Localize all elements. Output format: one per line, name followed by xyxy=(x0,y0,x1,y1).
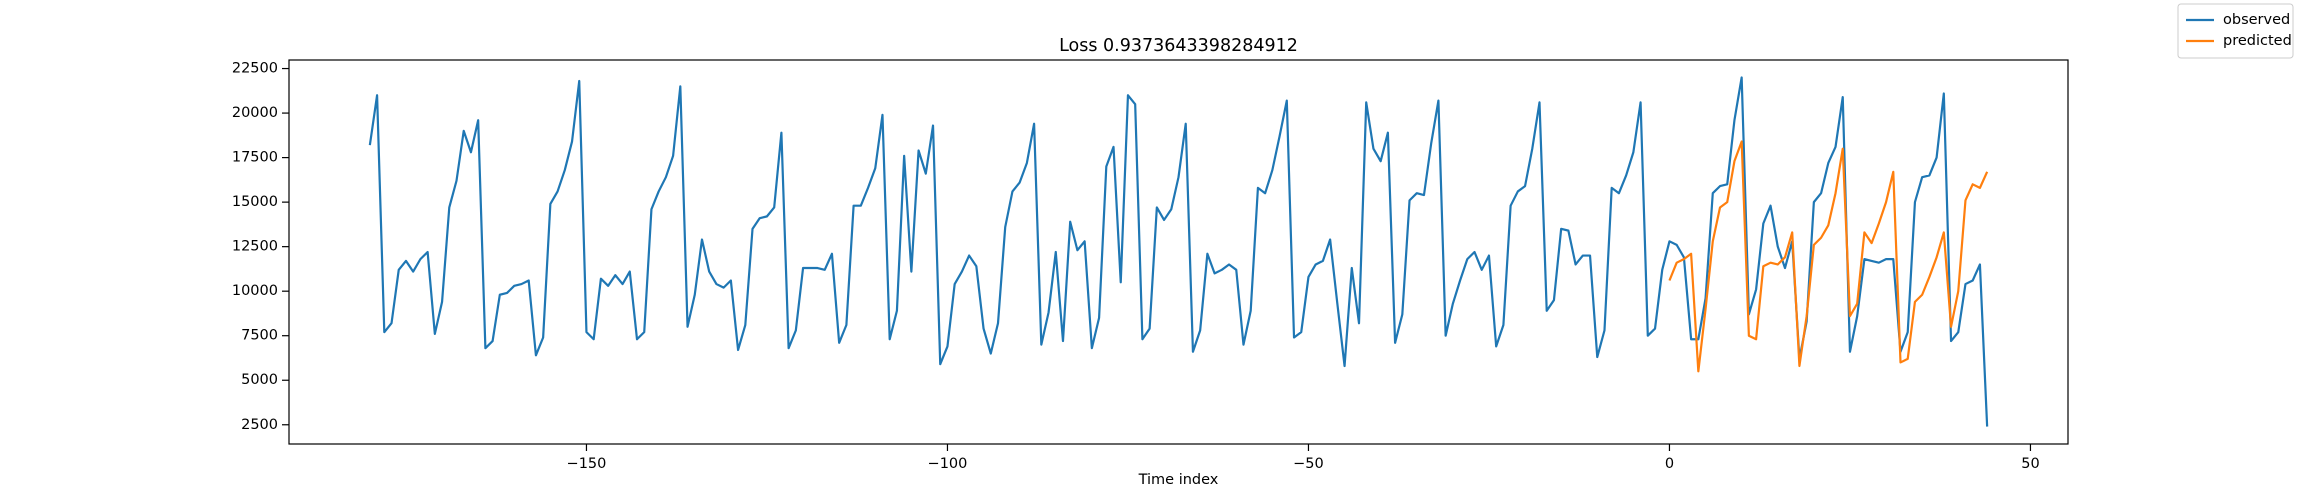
legend-label: predicted xyxy=(2223,33,2292,49)
chart-title: Loss 0.9373643398284912 xyxy=(1059,36,1298,56)
data-line xyxy=(368,76,1989,427)
legend-label: observed xyxy=(2223,12,2290,28)
y-tick-label: 2500 xyxy=(241,417,278,433)
legend-box xyxy=(2177,3,2294,59)
y-tick-label: 5000 xyxy=(241,372,278,388)
y-tick-label: 15000 xyxy=(232,194,278,210)
x-tick-label: −100 xyxy=(928,456,968,472)
x-tick-label: 0 xyxy=(1665,456,1674,472)
y-tick-label: 17500 xyxy=(232,150,278,166)
y-tick-label: 22500 xyxy=(232,61,278,77)
x-axis-label: Time index xyxy=(1138,472,1219,488)
y-tick-label: 10000 xyxy=(232,283,278,299)
x-tick-label: 50 xyxy=(2021,456,2039,472)
y-tick-label: 20000 xyxy=(232,105,278,121)
y-tick-label: 7500 xyxy=(241,328,278,344)
x-tick-label: −150 xyxy=(567,456,607,472)
x-tick-label: −50 xyxy=(1293,456,1324,472)
plot-frame xyxy=(288,59,2069,445)
data-line xyxy=(1668,140,1989,373)
y-tick-label: 12500 xyxy=(232,239,278,255)
